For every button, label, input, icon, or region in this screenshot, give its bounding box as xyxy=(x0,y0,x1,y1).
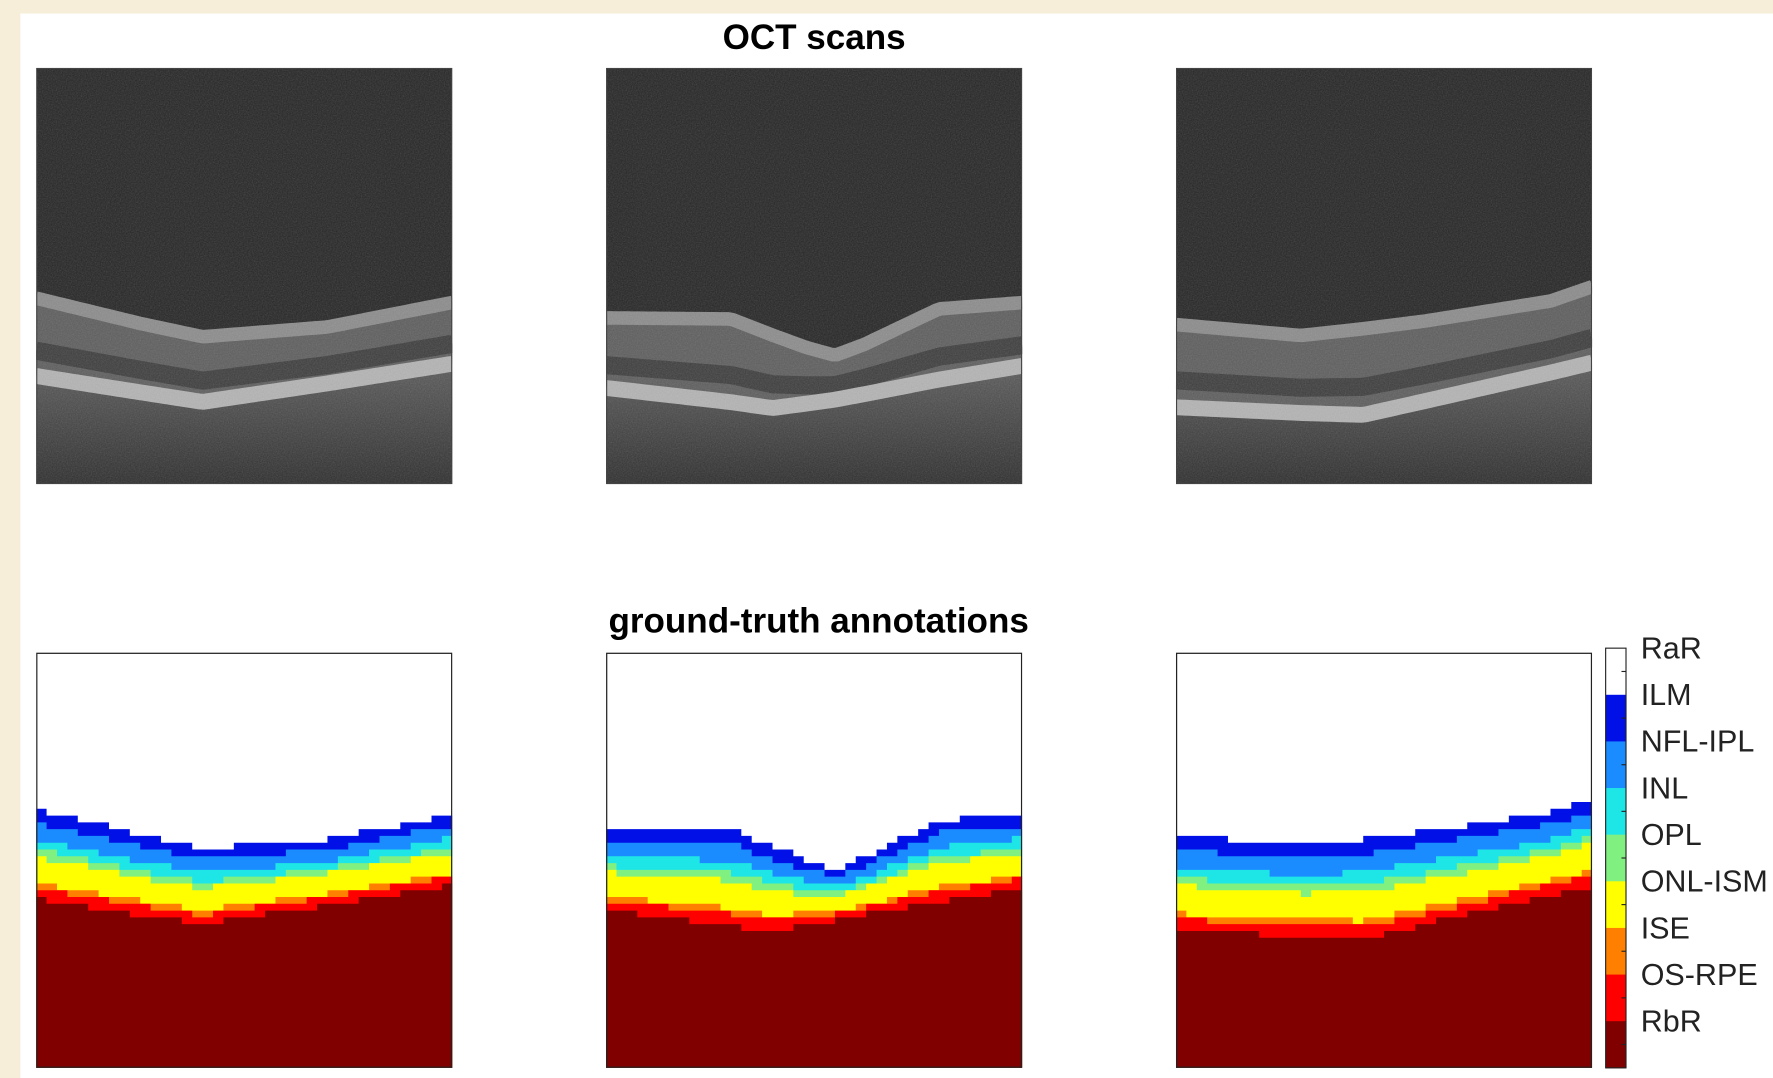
legend-label: OPL xyxy=(1641,818,1702,852)
colorbar-segment xyxy=(1605,694,1627,742)
annotation-border xyxy=(36,652,453,1068)
colorbar-border xyxy=(1605,647,1627,1069)
legend-label: OS-RPE xyxy=(1641,958,1758,992)
scan-noise xyxy=(1175,67,1593,485)
annotation-border xyxy=(1175,652,1593,1068)
scan-border xyxy=(1175,67,1593,485)
legend-label: RbR xyxy=(1641,1005,1702,1039)
colorbar-segment xyxy=(1605,834,1627,882)
colorbar-segment xyxy=(1605,1021,1627,1069)
annotation xyxy=(1175,652,1593,1068)
legend-label: RaR xyxy=(1641,631,1702,665)
colorbar-segment xyxy=(1605,974,1627,1022)
annotation-border xyxy=(606,652,1023,1068)
scan-border xyxy=(606,67,1023,485)
colorbar-segment xyxy=(1605,648,1627,696)
colorbar-segment xyxy=(1605,788,1627,836)
legend-label: INL xyxy=(1641,771,1688,805)
layer xyxy=(36,883,453,1068)
scan-noise xyxy=(36,67,453,485)
colorbar-segment xyxy=(1605,741,1627,789)
legend-label: ISE xyxy=(1641,911,1690,945)
colorbar: RaR ILM NFL-IPL INL OPL ONL-ISM ISE OS-RPE RbR xyxy=(1605,631,1768,1069)
oct-scan xyxy=(36,67,453,485)
oct-scan xyxy=(606,67,1023,485)
legend-label: NFL-IPL xyxy=(1641,725,1755,759)
bottom-title: ground-truth annotations xyxy=(608,602,1028,641)
layer xyxy=(1175,890,1593,1068)
scan-noise xyxy=(606,67,1023,485)
scan-border xyxy=(36,67,453,485)
panels xyxy=(36,67,1593,1068)
top-title: OCT scans xyxy=(723,18,906,57)
colorbar-segment xyxy=(1605,881,1627,929)
legend-label: ONL-ISM xyxy=(1641,865,1768,899)
colorbar-segment xyxy=(1605,927,1627,976)
oct-scan xyxy=(1175,67,1593,485)
legend-label: ILM xyxy=(1641,678,1692,712)
annotation xyxy=(36,652,453,1068)
layer xyxy=(606,890,1023,1068)
annotation xyxy=(606,652,1023,1068)
